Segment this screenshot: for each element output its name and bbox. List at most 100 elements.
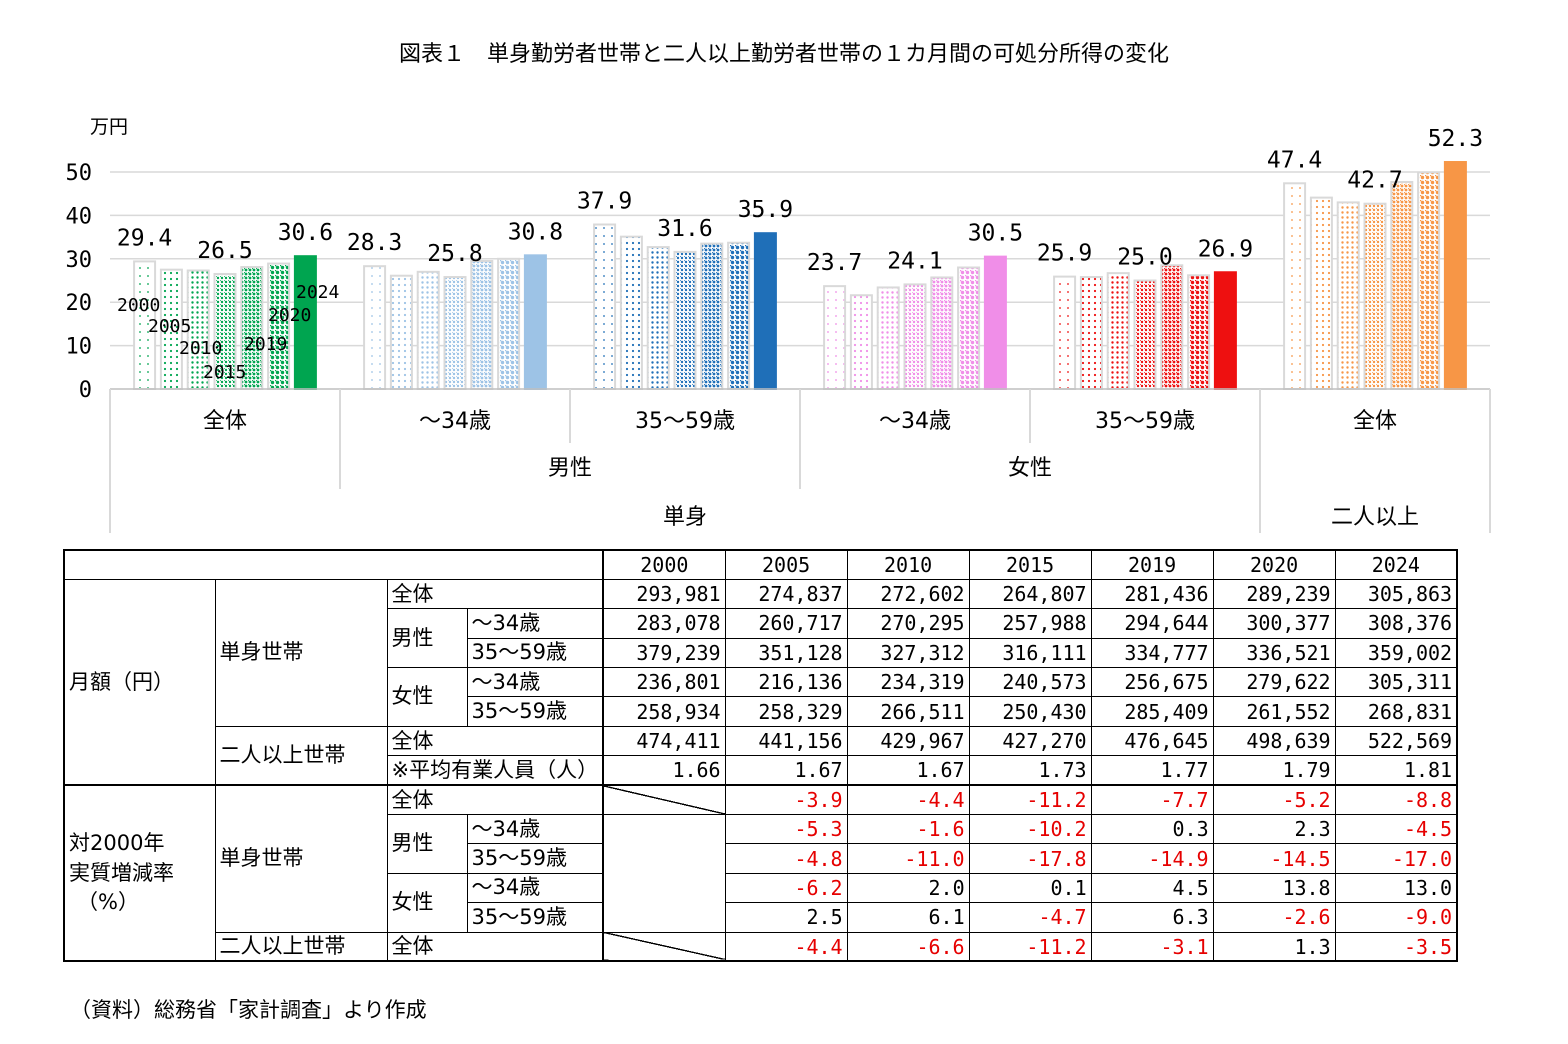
group-label: ～34歳 [419,409,491,434]
gender-label: 男性 [548,456,592,481]
table-cell: 308,376 [1334,608,1458,639]
rate-multi-all: 二人以上世帯 全体 -4.4 -6.6 -11.2 -3.1 1.3 -3.5 [64,931,1458,962]
table-cell: -3.1 [1090,931,1214,962]
multi-household-label: 二人以上世帯 [214,931,388,962]
table-cell: 283,078 [602,608,726,639]
bar-5-2000 [1283,182,1307,390]
table-cell: -11.2 [968,931,1092,962]
rate-female-34: 女性 ～34歳 -6.2 2.0 0.1 4.5 13.8 13.0 [64,872,1458,933]
y-tick-label: 20 [66,291,93,316]
table-cell: -4.5 [1334,814,1458,845]
bar-1-2010 [416,270,440,391]
table-cell: 279,622 [1212,667,1336,698]
table-cell: -4.8 [724,843,848,874]
bar-4-2005 [1079,276,1103,391]
table-cell: -3.5 [1334,931,1458,962]
bar-3-2020 [957,266,981,391]
bar-4-2020 [1187,274,1211,390]
table-cell: 4.5 [1090,872,1214,904]
table-cell: 257,988 [968,608,1092,639]
table-cell: 429,967 [846,725,970,757]
bar-4-2024 [1213,271,1237,390]
group-label: 全体 [203,409,247,434]
table-cell: 236,801 [602,667,726,698]
table-cell: 270,295 [846,608,970,639]
table-cell: 256,675 [1090,667,1214,698]
table-cell: -1.6 [846,814,970,845]
bar-3-2000 [823,285,847,390]
table-cell: -7.7 [1090,784,1214,816]
rate-label-line: 対2000年 [69,831,165,856]
y-tick-label: 30 [66,248,93,273]
table-cell: -17.8 [968,843,1092,874]
table-cell: -5.2 [1212,784,1336,816]
y-tick-label: 0 [79,378,92,403]
household-label: 二人以上 [1331,505,1419,530]
table-cell: 327,312 [846,637,970,669]
bar-3-2019 [930,276,954,391]
table-cell: 264,807 [968,578,1092,610]
table-cell: 260,717 [724,608,848,639]
bar-5-2020 [1417,171,1441,390]
all-label: 全体 [386,931,604,962]
male-label: 男性 [386,814,468,874]
age-label: ～34歳 [466,814,604,845]
header-year: 2010 [846,549,970,580]
group-label: 全体 [1353,409,1397,434]
table-cell: 305,311 [1334,667,1458,698]
table-cell: 289,239 [1212,578,1336,610]
row-female-35-59: 35～59歳 258,934 258,329 266,511 250,430 285,40… [64,696,1458,727]
table-cell: -2.6 [1212,902,1336,933]
table-cell: 250,430 [968,696,1092,727]
age-label: ～34歳 [466,608,604,639]
table-cell: 1.79 [1212,755,1336,786]
data-label: 30.8 [508,219,563,245]
table-cell: 6.3 [1090,902,1214,933]
table-cell: 281,436 [1090,578,1214,610]
data-label: 42.7 [1347,168,1402,194]
age-label: 35～59歳 [466,637,604,669]
blank-diagonal-cell [602,784,726,816]
bar-5-2015 [1363,202,1387,390]
bar-1-2020 [497,257,521,390]
age-label: ～34歳 [466,667,604,698]
data-label: 52.3 [1428,126,1483,152]
y-unit-label: 万円 [90,116,128,138]
bar-3-2005 [849,294,873,391]
data-label: 28.3 [347,230,402,256]
header-year: 2020 [1212,549,1336,580]
age-label: ～34歳 [466,872,604,904]
table-cell: -17.0 [1334,843,1458,874]
data-label: 24.1 [887,248,942,274]
table-cell: -9.0 [1334,902,1458,933]
table-cell: 13.8 [1212,872,1336,904]
bar-4-2015 [1133,279,1157,390]
table-cell: 274,837 [724,578,848,610]
table-cell: 1.67 [846,755,970,786]
bar-1-2019 [470,259,494,390]
table-cell: 1.67 [724,755,848,786]
table-cell: 293,981 [602,578,726,610]
row-multi-all: 二人以上世帯 全体 474,411 441,156 429,967 427,270 476,… [64,725,1458,786]
bar-2-2024 [753,232,777,390]
bar-1-2024 [523,254,547,390]
bar-4-2019 [1160,264,1184,390]
table-cell: 2.0 [846,872,970,904]
bar-3-2015 [903,283,927,391]
blank-diagonal-cell [602,931,726,962]
age-label: 35～59歳 [466,843,604,874]
table-cell: 474,411 [602,725,726,757]
data-label: 25.8 [427,241,482,267]
table-cell: -10.2 [968,814,1092,845]
bar-5-2005 [1309,196,1333,390]
table-cell: 285,409 [1090,696,1214,727]
table-cell: 13.0 [1334,872,1458,904]
rate-label-line: （%） [77,889,139,914]
year-label-2015: 2015 [203,362,246,383]
year-label-2019: 2019 [244,334,287,355]
bar-layer [133,161,1467,391]
data-label: 37.9 [577,189,632,215]
table-header-row: 2000 2005 2010 2015 2019 2020 2024 [63,549,1458,580]
bar-5-2010 [1336,201,1360,390]
